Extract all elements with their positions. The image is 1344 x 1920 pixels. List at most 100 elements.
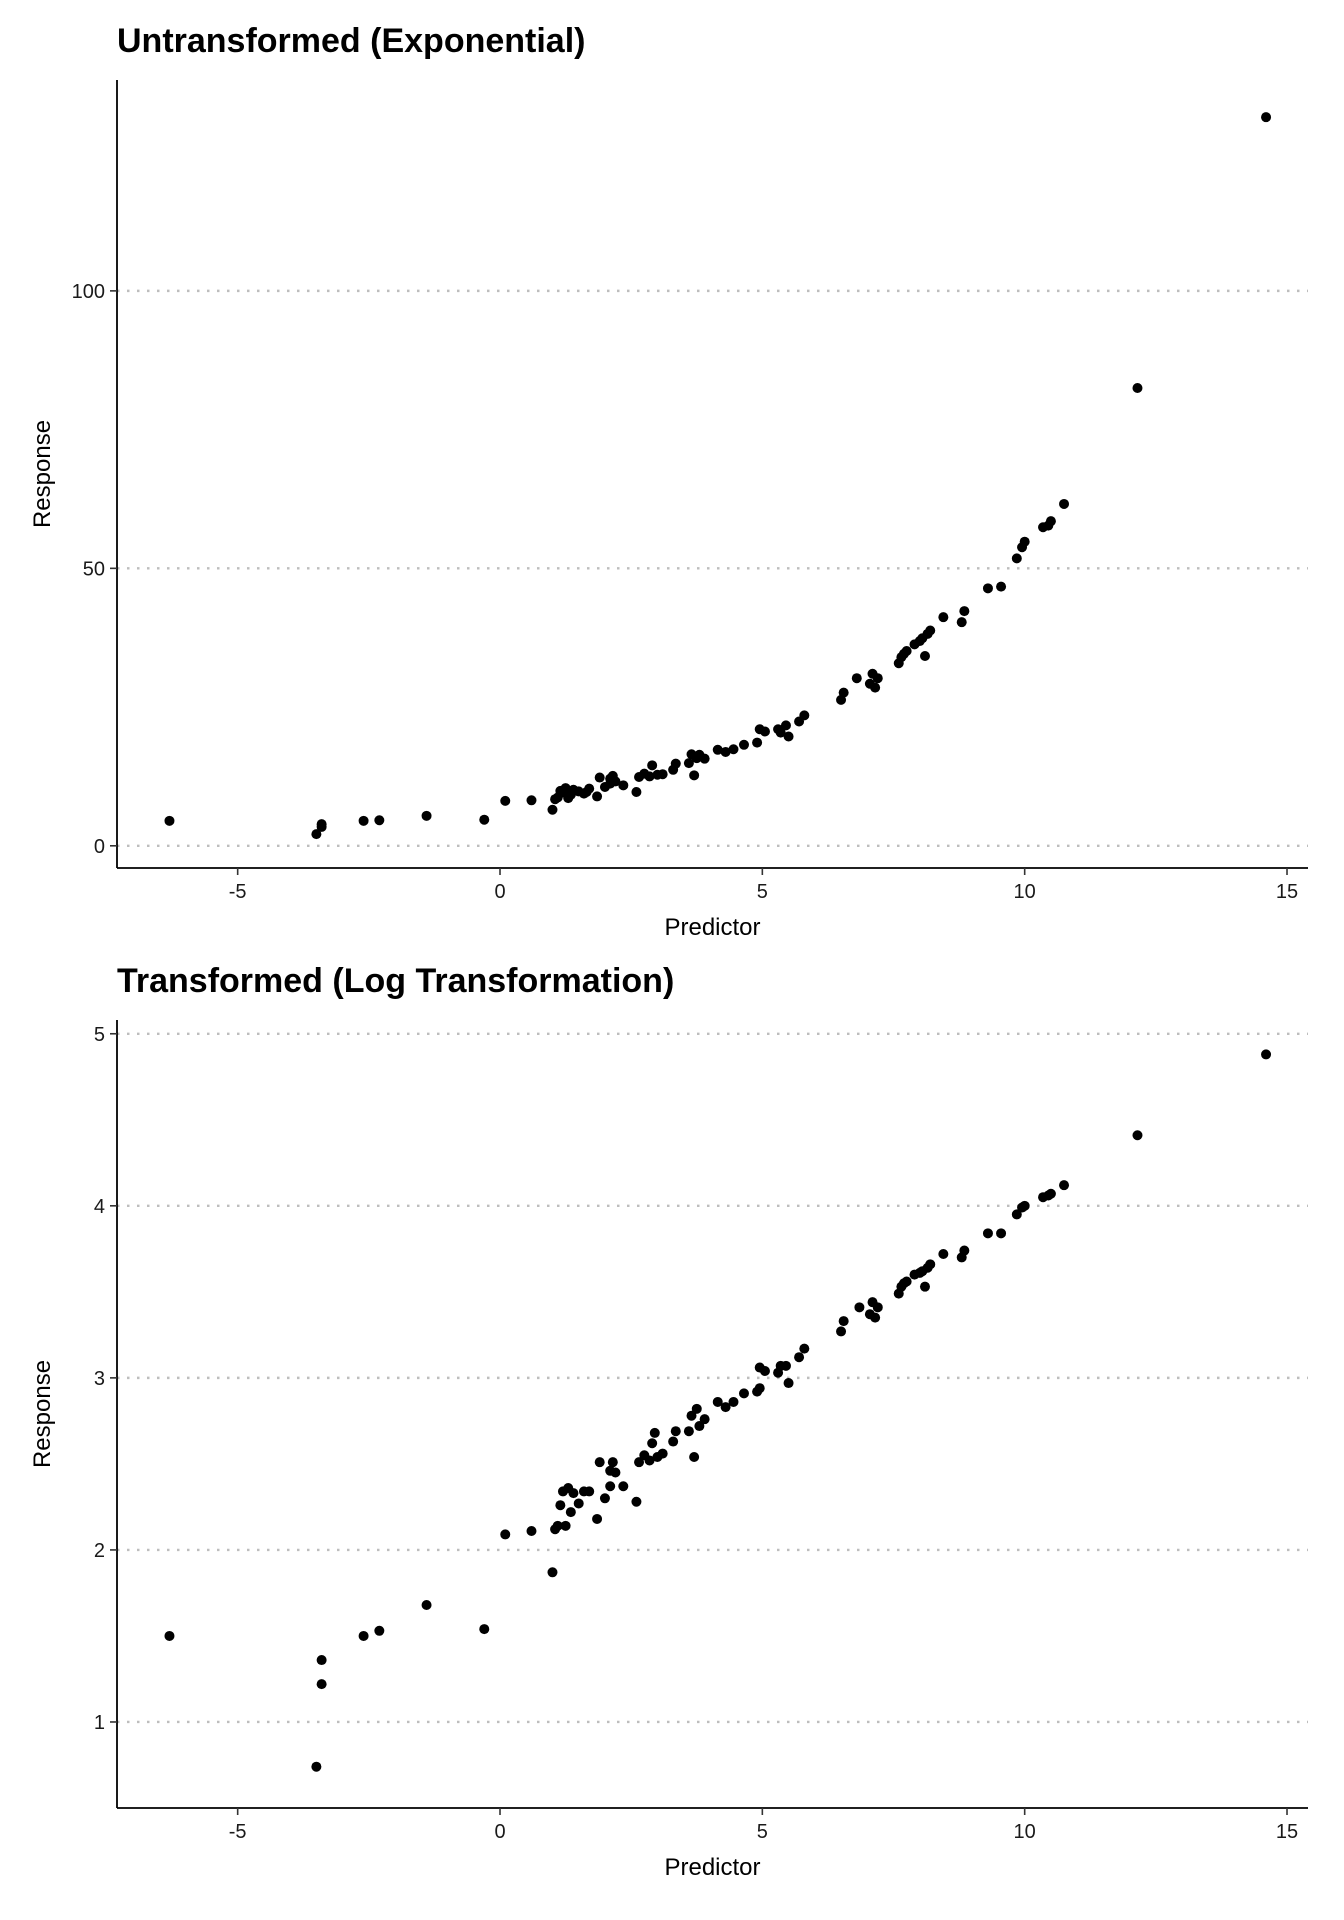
data-point	[500, 795, 511, 806]
data-point	[316, 1679, 327, 1690]
data-point	[728, 1396, 739, 1407]
data-point	[838, 687, 849, 698]
x-axis-title: Predictor	[664, 1854, 760, 1880]
y-tick-label: 100	[72, 281, 105, 303]
data-point	[699, 1414, 710, 1425]
data-point	[720, 747, 731, 758]
data-point	[610, 1467, 621, 1478]
data-point	[594, 1457, 605, 1468]
data-point	[738, 1388, 749, 1399]
data-point	[479, 814, 490, 825]
data-point	[925, 625, 936, 636]
data-point	[421, 810, 432, 821]
data-point	[547, 804, 558, 815]
x-tick-label: 0	[494, 881, 505, 903]
y-tick-label: 4	[94, 1196, 105, 1218]
data-point	[870, 1312, 881, 1323]
data-point	[1261, 112, 1272, 123]
data-point	[631, 1496, 642, 1507]
data-point	[1132, 1130, 1143, 1141]
data-point	[568, 1488, 579, 1499]
data-point	[728, 744, 739, 755]
scatter-chart: -5 0 5 10 15 0 50 100 Predictor Response	[29, 80, 1308, 940]
data-point	[754, 1383, 765, 1394]
scatter-chart: -5 0 5 10 15 1 2 3 4 5 Predictor Response	[29, 1020, 1308, 1880]
data-point	[311, 1761, 322, 1772]
data-point	[618, 1481, 629, 1492]
x-tick-label: 15	[1276, 881, 1298, 903]
y-axis-title: Response	[29, 420, 56, 528]
data-point	[838, 1316, 849, 1327]
data-point	[657, 1448, 668, 1459]
data-point	[1011, 1209, 1022, 1220]
data-point	[594, 772, 605, 783]
y-tick-label: 2	[94, 1540, 105, 1562]
data-point	[759, 726, 770, 737]
data-point	[164, 1630, 175, 1641]
data-point	[560, 1520, 571, 1531]
data-point	[1059, 1180, 1070, 1191]
x-tick-label: 0	[494, 1821, 505, 1843]
data-point	[851, 673, 862, 684]
data-point	[872, 1302, 883, 1313]
data-point	[938, 1248, 949, 1259]
data-point	[358, 815, 369, 826]
data-point	[799, 1343, 810, 1354]
data-point	[607, 1457, 618, 1468]
data-point	[500, 1529, 511, 1540]
data-point	[526, 1525, 537, 1536]
data-point	[1019, 1200, 1030, 1211]
data-point	[644, 1455, 655, 1466]
data-point	[1045, 516, 1056, 527]
data-point	[573, 1498, 584, 1509]
data-point	[959, 1245, 970, 1256]
data-point	[649, 1427, 660, 1438]
data-point	[982, 583, 993, 594]
x-tick-label: 5	[757, 1821, 768, 1843]
data-point	[794, 1352, 805, 1363]
data-point	[689, 770, 700, 781]
data-point	[644, 771, 655, 782]
data-point	[959, 606, 970, 617]
data-point	[164, 815, 175, 826]
data-point	[938, 612, 949, 623]
data-point	[526, 795, 537, 806]
data-point	[694, 1421, 705, 1432]
data-point	[752, 737, 763, 748]
data-point	[592, 791, 603, 802]
data-point	[836, 1326, 847, 1337]
data-point	[592, 1513, 603, 1524]
data-point	[799, 710, 810, 721]
data-point	[1019, 536, 1030, 547]
data-point	[919, 1281, 930, 1292]
x-tick-label: -5	[229, 881, 247, 903]
data-point	[668, 1436, 679, 1447]
data-point	[311, 829, 322, 840]
data-point	[1059, 498, 1070, 509]
x-tick-label: 5	[757, 881, 768, 903]
data-point	[1011, 553, 1022, 564]
data-point	[316, 819, 327, 830]
data-point	[686, 1410, 697, 1421]
data-point	[631, 786, 642, 797]
log-plot-panel: Transformed (Log Transformation) -5 0 5 10 1…	[0, 940, 1344, 1880]
data-point	[854, 1302, 865, 1313]
data-point	[610, 776, 621, 787]
data-point	[634, 1457, 645, 1468]
y-tick-label: 1	[94, 1712, 105, 1734]
data-point	[584, 1486, 595, 1497]
data-point	[683, 1426, 694, 1437]
data-point	[584, 783, 595, 794]
data-point	[712, 1396, 723, 1407]
data-point	[901, 1276, 912, 1287]
y-tick-label: 3	[94, 1368, 105, 1390]
data-point	[1132, 382, 1143, 393]
data-point	[919, 651, 930, 662]
data-point	[657, 769, 668, 780]
data-point	[552, 1520, 563, 1531]
data-point	[775, 727, 786, 738]
plot-title: Transformed (Log Transformation)	[117, 962, 675, 1000]
data-point	[996, 1228, 1007, 1239]
data-point	[780, 1360, 791, 1371]
